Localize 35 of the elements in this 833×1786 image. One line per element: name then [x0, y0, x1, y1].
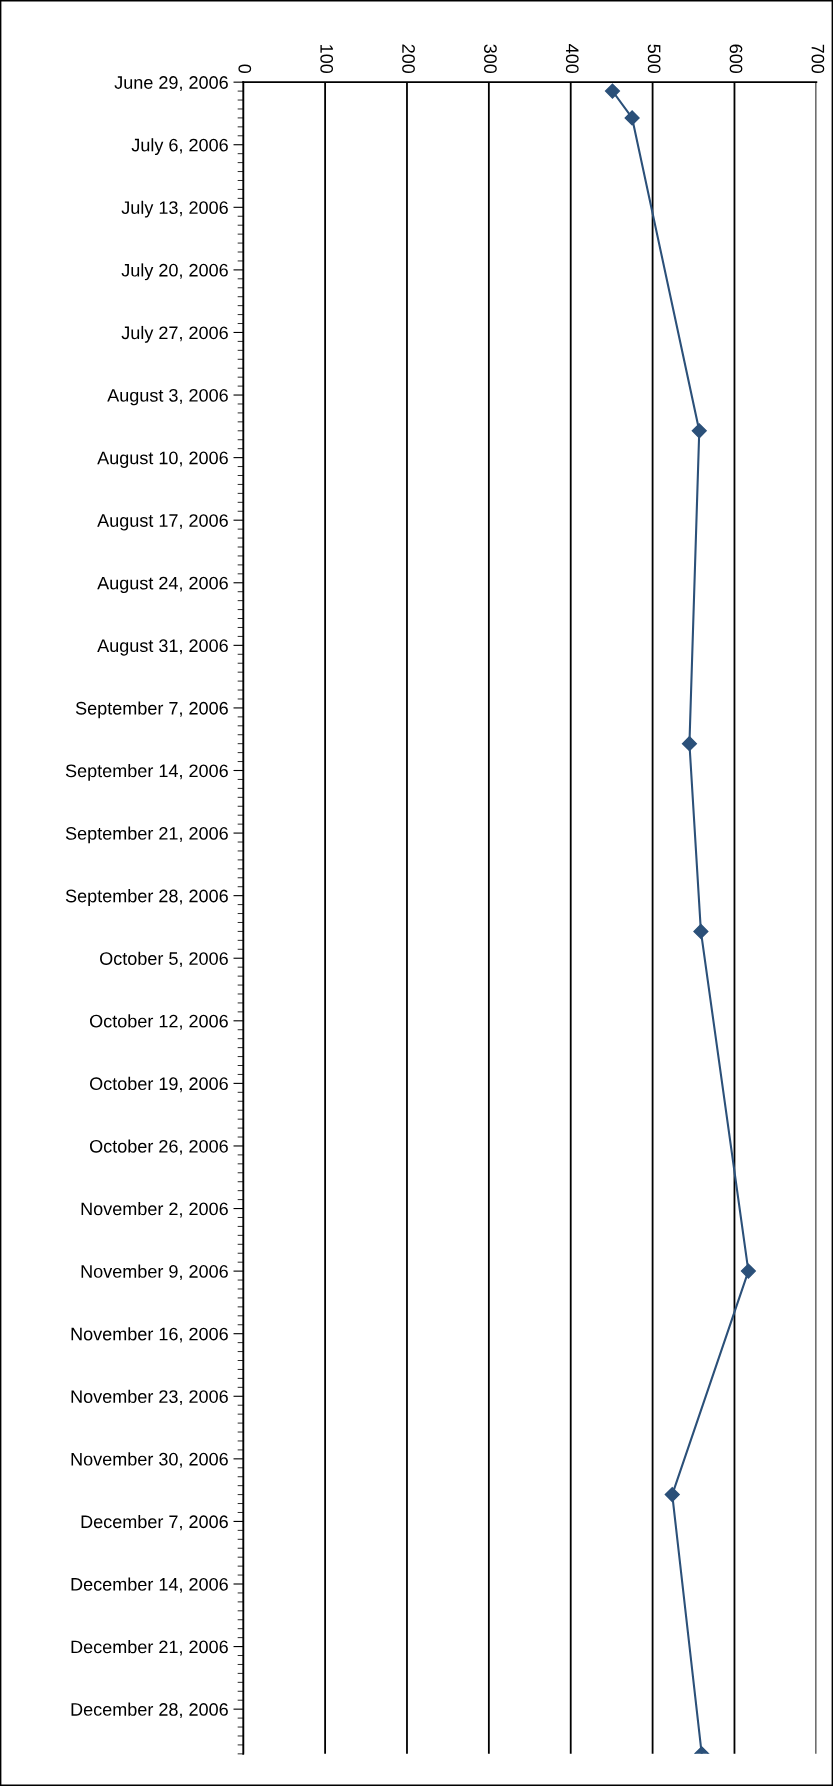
y-tick-label: November 23, 2006 — [71, 1389, 228, 1406]
y-tick-label: July 13, 2006 — [121, 200, 228, 218]
y-tick-label: October 12, 2006 — [89, 1014, 228, 1030]
y-tick-label: August 31, 2006 — [97, 639, 228, 656]
y-tick-label: July 20, 2006 — [121, 263, 228, 281]
y-tick-label: June 29, 2006 — [114, 76, 228, 92]
y-tick-label: September 7, 2006 — [75, 701, 228, 719]
y-tick-label: September 21, 2006 — [65, 826, 228, 844]
x-tick-label: 300 — [484, 44, 497, 74]
y-tick-label: December 7, 2006 — [81, 1514, 228, 1531]
y-tick-label: August 17, 2006 — [97, 514, 228, 531]
y-tick-label: October 5, 2006 — [100, 951, 228, 968]
y-tick-label: October 26, 2006 — [89, 1139, 228, 1155]
y-tick-label: November 30, 2006 — [71, 1452, 228, 1468]
y-tick-label: July 27, 2006 — [121, 325, 228, 343]
y-tick-label: November 2, 2006 — [81, 1202, 228, 1218]
x-tick-label: 200 — [402, 44, 415, 74]
y-tick-label: July 6, 2006 — [131, 138, 228, 156]
y-tick-label: December 14, 2006 — [71, 1577, 228, 1593]
y-tick-label: November 9, 2006 — [81, 1264, 228, 1280]
x-tick-label: 500 — [647, 44, 661, 74]
y-tick-label: August 3, 2006 — [107, 388, 228, 406]
y-tick-label: November 16, 2006 — [71, 1327, 228, 1343]
y-tick-label: October 19, 2006 — [89, 1076, 228, 1093]
y-tick-label: September 14, 2006 — [65, 763, 228, 781]
x-tick-label: 700 — [811, 44, 825, 74]
x-tick-label: 100 — [320, 45, 334, 74]
x-tick-label: 0 — [238, 64, 252, 74]
y-tick-label: August 10, 2006 — [97, 451, 228, 468]
y-tick-label: December 21, 2006 — [71, 1640, 228, 1656]
x-tick-label: 400 — [565, 44, 579, 74]
y-tick-label: August 24, 2006 — [97, 576, 228, 594]
y-tick-label: September 28, 2006 — [65, 889, 228, 906]
x-tick-label: 600 — [729, 44, 743, 74]
y-tick-label: December 28, 2006 — [71, 1702, 228, 1719]
